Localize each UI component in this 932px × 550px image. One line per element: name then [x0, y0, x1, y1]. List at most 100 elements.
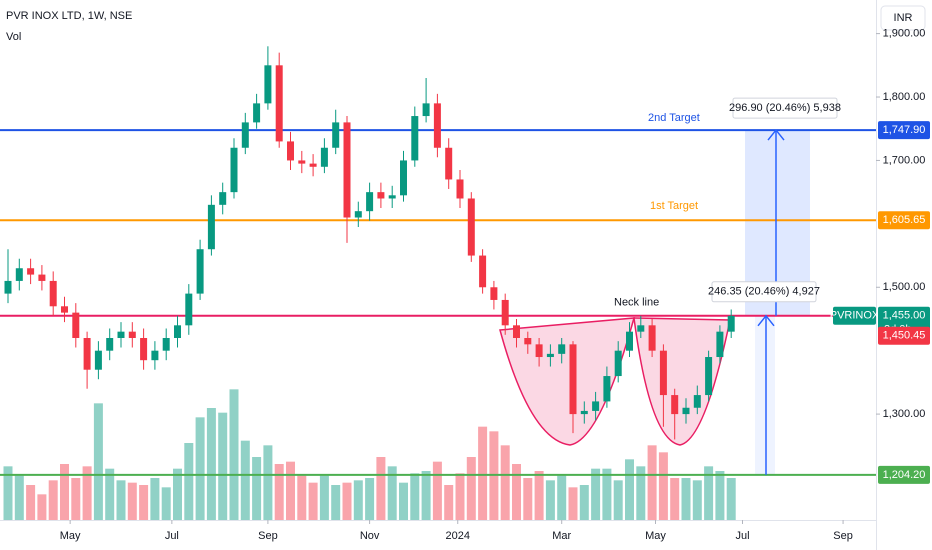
arrow-head [757, 314, 775, 327]
volume-bar [432, 461, 442, 520]
candle-body [637, 325, 645, 332]
price-tag-label: 1,605.65 [883, 214, 926, 226]
volume-bar [365, 478, 375, 520]
volume-bar [37, 494, 47, 520]
volume-bar [252, 457, 262, 520]
volume-bar [399, 482, 408, 520]
candle-body [287, 141, 294, 161]
currency-box[interactable] [880, 5, 926, 31]
volume-bar [173, 468, 182, 520]
volume-bar [195, 417, 205, 520]
volume-bar [410, 473, 420, 520]
currency[interactable]: INR [894, 12, 913, 24]
volume-bar [161, 487, 171, 520]
x-tick-label: Sep [258, 530, 278, 542]
candle-body [716, 331, 724, 358]
candle-body [501, 299, 509, 326]
volume-bar [512, 464, 521, 520]
volume-bar [71, 478, 81, 520]
candle-body [320, 147, 328, 167]
volume-bar [26, 485, 36, 520]
volume-bar [342, 482, 352, 520]
volume-bar [636, 466, 646, 520]
x-tick-label: Jul [735, 530, 749, 542]
candle-body [83, 338, 91, 370]
price-tag-label: 1,747.90 [883, 124, 926, 136]
price-tag [878, 211, 930, 230]
marker-price-tag [878, 326, 930, 345]
y-tick-label: 1,500.00 [883, 281, 926, 293]
volume-bar [523, 478, 533, 520]
candle-body [151, 350, 159, 361]
candle-body [38, 274, 46, 281]
candle-body [61, 306, 68, 313]
volume-bar [297, 475, 307, 520]
pattern-layer [499, 317, 731, 446]
volume-bar [274, 464, 284, 520]
candle-body [275, 65, 283, 142]
candle-body [128, 331, 136, 338]
candle-body [354, 211, 362, 218]
x-tick-label: Sep [833, 530, 853, 542]
volume-bar [150, 478, 160, 520]
volume-bar [557, 475, 567, 520]
volume-bar [500, 445, 510, 520]
y-tick-label: 1,300.00 [883, 408, 926, 420]
volume-bar [670, 478, 680, 520]
volume-bar [184, 443, 194, 520]
volume-bar [602, 468, 612, 520]
y-tick-label: 1,700.00 [883, 154, 926, 166]
candle-body [15, 268, 23, 281]
candle-body [4, 280, 12, 294]
candle-body [479, 255, 487, 288]
volume-bar [715, 471, 725, 520]
volume-bar [647, 445, 657, 520]
candle-body [411, 116, 419, 161]
volume-label: Vol [6, 31, 21, 43]
volume-bar [568, 487, 578, 520]
volume-bar [376, 457, 386, 520]
candle-body [671, 395, 679, 415]
volume-bar [681, 478, 691, 520]
volume-bar [331, 485, 341, 520]
volume-bar [478, 426, 488, 520]
volume-bar [240, 440, 250, 520]
volume-bar [60, 464, 69, 520]
price-tag [878, 121, 930, 140]
candle-body [445, 147, 453, 180]
volume-bar [534, 471, 544, 520]
volume-bar [308, 482, 318, 520]
candle-body [693, 395, 701, 408]
candle-body [332, 122, 340, 148]
volume-bar [139, 485, 149, 520]
volume-bar [579, 485, 589, 520]
y-tick-label: 1,800.00 [883, 91, 926, 103]
volume-bar [455, 473, 465, 520]
x-tick-label: Nov [360, 530, 380, 542]
measure-box [732, 97, 838, 119]
volume-bar [93, 403, 103, 520]
candle-body [343, 122, 351, 218]
x-tick-label: May [60, 530, 81, 542]
candle-body [626, 331, 633, 351]
volume-bar [658, 452, 668, 520]
volume-bar [545, 480, 555, 520]
candle-body [422, 103, 430, 117]
volume-bar [263, 445, 273, 520]
candle-body [524, 338, 532, 345]
candle-body [49, 280, 57, 307]
candle-body [705, 357, 713, 396]
candle-body [727, 315, 735, 332]
candle-body [400, 160, 407, 196]
y-tick-label: 1,900.00 [883, 28, 926, 40]
arrow-head [767, 128, 785, 141]
candle-body [456, 179, 464, 199]
candle-body [106, 338, 114, 351]
candle-body [162, 338, 170, 351]
candle-body [174, 325, 181, 338]
symbol-tag [833, 306, 876, 325]
volume-bar [105, 468, 115, 520]
candle-body [27, 268, 35, 275]
candle-body [140, 338, 148, 361]
marker-price-label: 1,450.45 [883, 330, 926, 342]
